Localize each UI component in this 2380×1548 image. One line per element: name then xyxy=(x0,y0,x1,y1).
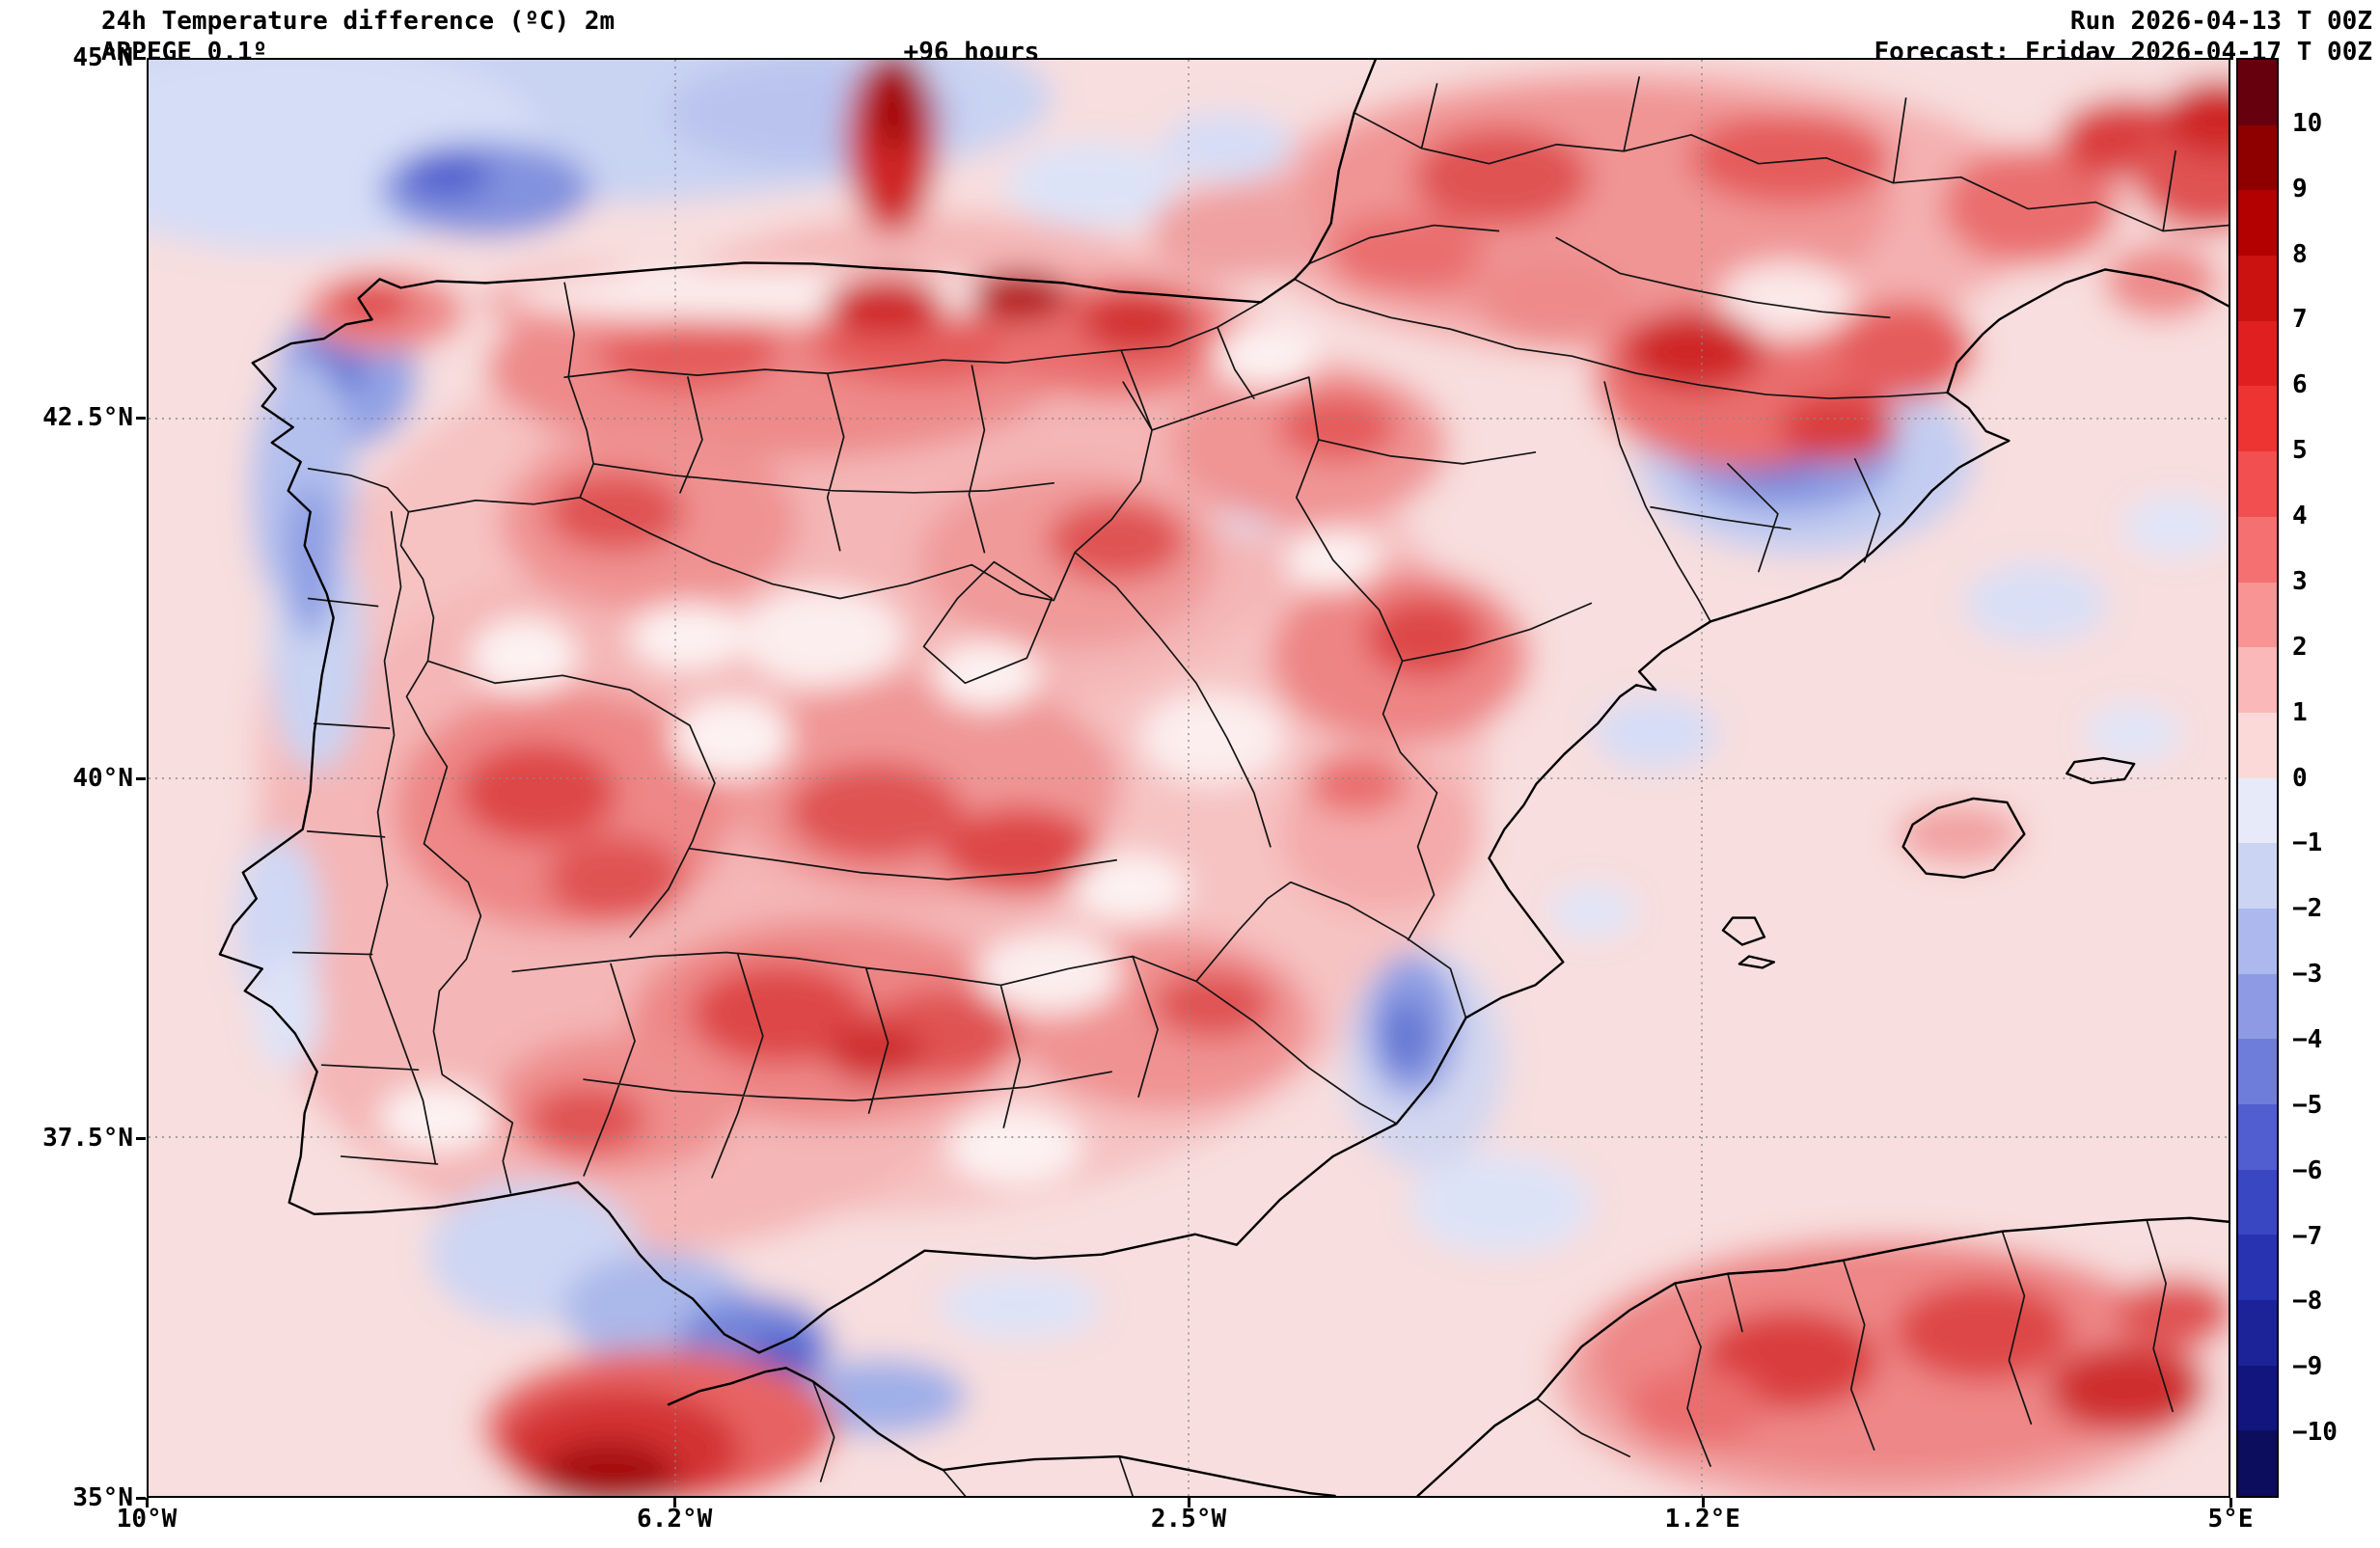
map-plot-area xyxy=(147,58,2230,1498)
x-tick-label: 1.2°E xyxy=(1664,1505,1740,1534)
colorbar-tick-label: −3 xyxy=(2292,960,2323,990)
x-axis-ticks xyxy=(146,1498,2232,1508)
colorbar-segment xyxy=(2238,60,2277,125)
x-tick-label: 6.2°W xyxy=(637,1505,713,1534)
y-tick-label: 40°N xyxy=(72,763,133,793)
colorbar-segment xyxy=(2238,582,2277,648)
colorbar-tick-label: 8 xyxy=(2292,239,2308,269)
colorbar-segment xyxy=(2238,386,2277,452)
run-datetime-label: Run 2026-04-13 T 00Z xyxy=(2069,7,2372,36)
colorbar-tick-label: 10 xyxy=(2292,108,2323,138)
colorbar-tick-label: 7 xyxy=(2292,305,2308,335)
graticule-gridlines xyxy=(149,60,2229,1496)
colorbar-segment xyxy=(2238,451,2277,517)
colorbar-tick-label: −4 xyxy=(2292,1024,2323,1054)
admin-boundaries xyxy=(291,76,2229,1496)
colorbar-segment xyxy=(2238,973,2277,1040)
colorbar-segment xyxy=(2238,1235,2277,1301)
colorbar-segment xyxy=(2238,256,2277,321)
colorbar-tick-label: −2 xyxy=(2292,894,2323,924)
colorbar-tick-label: −10 xyxy=(2292,1418,2338,1448)
colorbar-tick-label: 5 xyxy=(2292,436,2308,466)
x-tick-mark xyxy=(2230,1498,2232,1507)
colorbar-tick-label: −9 xyxy=(2292,1352,2323,1382)
colorbar-segment xyxy=(2238,124,2277,191)
model-resolution-label: ARPEGE 0.1º xyxy=(101,38,268,67)
colorbar-segment xyxy=(2238,1365,2277,1431)
y-tick-mark xyxy=(136,417,146,421)
x-tick-mark xyxy=(146,1498,149,1507)
x-tick-label: 5°E xyxy=(2207,1505,2254,1534)
x-tick-label: 10°W xyxy=(116,1505,178,1534)
colorbar-tick-label: 9 xyxy=(2292,174,2308,204)
colorbar-tick-label: −7 xyxy=(2292,1221,2323,1251)
colorbar-tick-label: 3 xyxy=(2292,566,2308,596)
colorbar-segment xyxy=(2238,1300,2277,1366)
x-axis-tick-labels: 10°W 6.2°W 2.5°W 1.2°E 5°E xyxy=(117,1505,2254,1543)
colorbar-segment xyxy=(2238,1430,2277,1497)
colorbar-tick-label: −1 xyxy=(2292,828,2323,858)
x-tick-mark xyxy=(1188,1498,1190,1507)
colorbar-tick-label: −8 xyxy=(2292,1287,2323,1317)
colorbar xyxy=(2236,58,2279,1498)
colorbar-segment xyxy=(2238,712,2277,778)
colorbar-tick-label: 6 xyxy=(2292,370,2308,400)
iberia-map-svg xyxy=(149,60,2229,1496)
colorbar-tick-label: 4 xyxy=(2292,502,2308,531)
colorbar-segment xyxy=(2238,777,2277,844)
colorbar-tick-label: 1 xyxy=(2292,697,2308,727)
colorbar-segment xyxy=(2238,190,2277,257)
coastline xyxy=(218,60,2229,1496)
x-tick-label: 2.5°W xyxy=(1150,1505,1227,1534)
y-tick-mark xyxy=(136,776,146,780)
colorbar-tick-label: 0 xyxy=(2292,763,2308,793)
colorbar-segment xyxy=(2238,516,2277,583)
colorbar-tick-label: 2 xyxy=(2292,632,2308,662)
colorbar-segment xyxy=(2238,1169,2277,1236)
y-tick-mark xyxy=(136,57,146,60)
colorbar-tick-label: −5 xyxy=(2292,1090,2323,1120)
colorbar-segment xyxy=(2238,1104,2277,1170)
colorbar-segment xyxy=(2238,320,2277,387)
y-tick-label: 42.5°N xyxy=(42,403,133,433)
y-tick-label: 35°N xyxy=(72,1483,133,1512)
y-tick-mark xyxy=(136,1497,146,1500)
chart-title: 24h Temperature difference (ºC) 2m xyxy=(101,7,616,36)
y-tick-label: 37.5°N xyxy=(42,1123,133,1153)
colorbar-tick-label: −6 xyxy=(2292,1155,2323,1185)
colorbar-labels: 10 9 8 7 6 5 4 3 2 1 0 −1 −2 −3 −4 −5 −6 −7 −8 −9 −10 xyxy=(2292,58,2377,1498)
colorbar-segment xyxy=(2238,647,2277,713)
colorbar-segment xyxy=(2238,1039,2277,1104)
y-axis-tick-labels: 45°N 42.5°N 40°N 37.5°N 35°N xyxy=(0,43,133,1512)
x-tick-mark xyxy=(673,1498,677,1507)
y-tick-label: 45°N xyxy=(72,43,133,72)
colorbar-segment xyxy=(2238,843,2277,909)
colorbar-segment xyxy=(2238,908,2277,974)
y-axis-ticks xyxy=(135,57,146,1500)
y-tick-mark xyxy=(136,1136,146,1140)
x-tick-mark xyxy=(1701,1498,1705,1507)
